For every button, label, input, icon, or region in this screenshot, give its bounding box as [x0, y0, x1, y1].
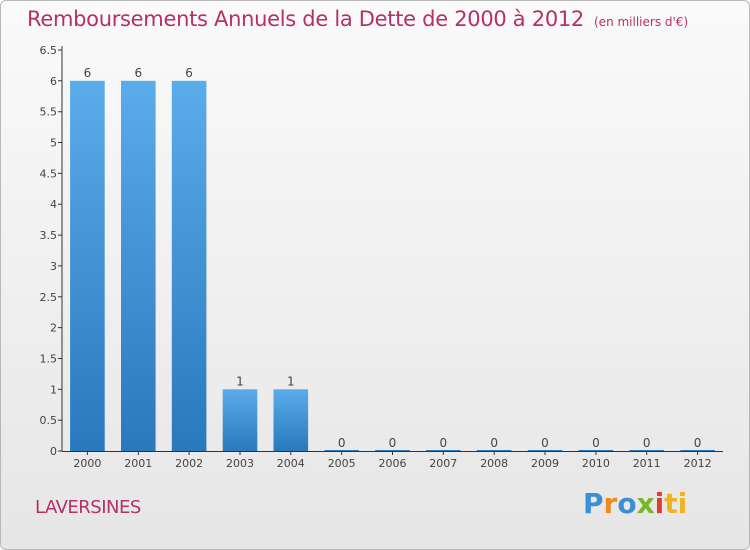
y-tick-label: 4.5: [40, 167, 58, 180]
data-label: 6: [84, 66, 92, 80]
x-tick-label: 2009: [531, 457, 559, 470]
data-label: 0: [643, 436, 651, 450]
x-tick-label: 2007: [429, 457, 457, 470]
y-tick-label: 4: [50, 198, 57, 211]
x-tick-label: 2001: [124, 457, 152, 470]
data-label: 0: [541, 436, 549, 450]
proxiti-logo: Proxiti: [583, 487, 687, 520]
y-tick-label: 5.5: [40, 106, 58, 119]
y-tick-label: 6.5: [40, 44, 58, 57]
chart-title-block: Remboursements Annuels de la Dette de 20…: [27, 7, 688, 31]
chart-unit: (en milliers d'€): [594, 15, 689, 29]
bar: [70, 80, 105, 452]
logo-letter: ti: [664, 487, 688, 520]
data-label: 1: [236, 374, 244, 388]
x-tick-label: 2011: [633, 457, 661, 470]
data-label: 1: [287, 374, 295, 388]
chart-title: Remboursements Annuels de la Dette de 20…: [27, 7, 584, 31]
bar: [273, 389, 309, 451]
logo-letter: o: [617, 487, 637, 520]
y-tick-label: 5: [50, 137, 57, 150]
x-tick-label: 2003: [226, 457, 254, 470]
data-label: 0: [592, 436, 600, 450]
x-tick-label: 2010: [582, 457, 610, 470]
logo-letter: i: [654, 487, 665, 520]
axes-group: 2000 2001 2002 2003 2004 2005 2006 2007 2008 2009…: [40, 44, 723, 470]
data-label: 0: [338, 436, 346, 450]
x-tick-label: 2006: [379, 457, 407, 470]
data-label: 6: [185, 66, 193, 80]
logo-letter: P: [583, 487, 604, 520]
bar: [171, 80, 207, 452]
x-tick-label: 2008: [480, 457, 508, 470]
y-tick-label: 2: [50, 322, 57, 335]
y-tick-label: 3: [50, 260, 57, 273]
y-tick-label: 6: [50, 75, 57, 88]
logo-letter: x: [636, 487, 655, 520]
x-tick-label: 2004: [277, 457, 305, 470]
y-tick-label: 3.5: [40, 229, 58, 242]
data-label: 0: [490, 436, 498, 450]
x-tick-label: 2000: [73, 457, 101, 470]
commune-name: LAVERSINES: [35, 497, 141, 518]
bar: [222, 389, 258, 451]
y-tick-label: 0: [50, 445, 57, 458]
data-label: 0: [439, 436, 447, 450]
y-tick-label: 1: [50, 383, 57, 396]
x-tick-label: 2012: [684, 457, 712, 470]
data-label: 0: [389, 436, 397, 450]
data-label: 0: [694, 436, 702, 450]
bar: [121, 80, 156, 452]
x-tick-label: 2002: [175, 457, 203, 470]
y-tick-label: 0.5: [40, 414, 58, 427]
bars-group: 6 6 6 1 1 0 0 0 0 0 0 0 0: [70, 66, 715, 452]
x-tick-label: 2005: [328, 457, 356, 470]
data-label: 6: [134, 66, 142, 80]
y-tick-label: 1.5: [40, 353, 58, 366]
logo-letter: r: [603, 487, 618, 520]
y-tick-label: 2.5: [40, 291, 58, 304]
